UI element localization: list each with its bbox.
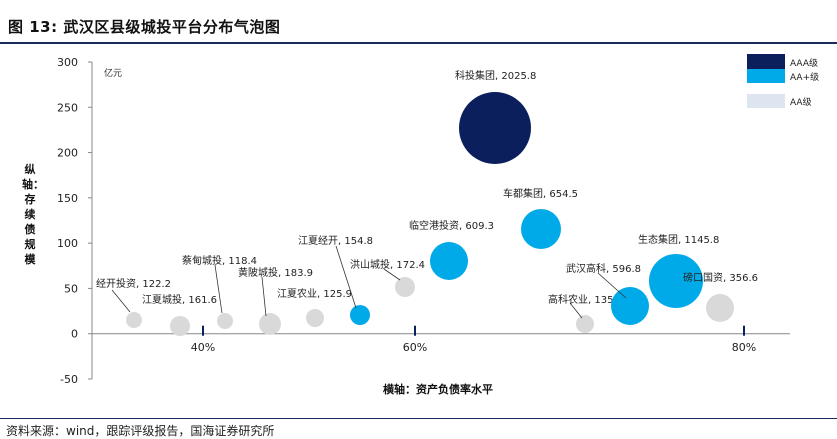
x-tick-label: 40% (191, 341, 215, 354)
leader-line (597, 272, 627, 299)
bubble-5 (306, 309, 324, 327)
x-tick-label: 60% (403, 341, 427, 354)
data-label: 高科农业, 135.3 (548, 293, 623, 306)
bubble-3 (217, 313, 233, 329)
legend-swatch (747, 54, 785, 70)
bubble-1 (126, 312, 142, 328)
bubble-11 (576, 315, 594, 333)
data-label: 车都集团, 654.5 (503, 187, 578, 200)
data-label: 生态集团, 1145.8 (638, 233, 719, 246)
legend-label: AA+级 (790, 71, 819, 83)
data-label: 江夏农业, 125.9 (277, 287, 352, 300)
bubble-13 (649, 254, 703, 308)
leader-line (383, 268, 401, 281)
bubble-14 (706, 294, 734, 322)
data-label: 科投集团, 2025.8 (455, 69, 536, 82)
footer-divider (0, 418, 837, 419)
leader-line (569, 302, 583, 319)
bubble-9 (459, 92, 531, 164)
y-axis-label: 纵轴：存续债规模 (22, 163, 44, 266)
y-tick-label: 250 (57, 101, 78, 114)
bubble-6 (350, 305, 370, 325)
y-tick-label: 200 (57, 147, 78, 160)
leader-line (111, 289, 131, 313)
data-label: 磅口国资, 356.6 (683, 271, 758, 284)
data-label: 经开投资, 122.2 (96, 277, 171, 290)
y-unit-label: 亿元 (104, 67, 122, 79)
data-label: 江夏经开, 154.8 (298, 234, 373, 247)
data-label: 江夏城投, 161.6 (142, 293, 217, 306)
data-label: 黄陂城投, 183.9 (238, 266, 313, 279)
data-label: 洪山城投, 172.4 (350, 258, 425, 271)
y-tick-label: 150 (57, 192, 78, 205)
x-tick-label: 80% (732, 341, 756, 354)
bubble-7 (395, 277, 415, 297)
page-title: 图 13: 武汉区县级城投平台分布气泡图 (8, 18, 281, 36)
legend-swatch (747, 94, 785, 108)
bubble-8 (430, 242, 468, 280)
leader-line (335, 245, 357, 309)
data-label: 临空港投资, 609.3 (409, 219, 494, 232)
bubble-12 (611, 287, 649, 325)
bubble-chart: -50 0 50 100 150 200 250 300 亿元 40% 60% 80% 横轴：资产负债率… (57, 54, 819, 396)
bubble-2 (170, 316, 190, 336)
data-label: 蔡甸城投, 118.4 (182, 254, 257, 267)
leader-line (261, 276, 267, 317)
x-axis-label: 横轴：资产负债率水平 (383, 382, 493, 396)
title-bar: 图 13: 武汉区县级城投平台分布气泡图 (0, 0, 837, 44)
data-label: 武汉高科, 596.8 (566, 262, 641, 275)
leader-line (214, 264, 223, 314)
legend-swatch (747, 69, 785, 83)
y-tick-label: 300 (57, 56, 78, 69)
title-divider (0, 42, 837, 44)
y-tick-label: 100 (57, 237, 78, 250)
y-tick-label: -50 (60, 373, 78, 386)
legend-label: AAA级 (790, 57, 818, 69)
y-tick-label: 50 (64, 282, 78, 295)
bubble-4 (259, 313, 281, 335)
legend-label: AA级 (790, 96, 812, 108)
y-tick-label: 0 (71, 328, 78, 341)
bubble-10 (521, 209, 561, 249)
